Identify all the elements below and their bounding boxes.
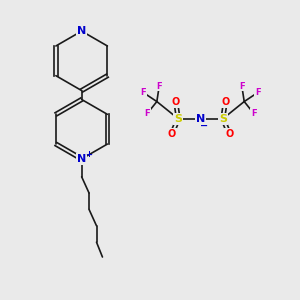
Text: N: N <box>196 114 205 124</box>
Text: S: S <box>219 114 227 124</box>
Text: F: F <box>255 88 260 97</box>
Text: +: + <box>85 150 92 159</box>
Text: F: F <box>156 82 162 91</box>
Text: F: F <box>145 109 150 118</box>
Text: O: O <box>225 129 233 139</box>
Text: N: N <box>77 154 86 164</box>
Text: F: F <box>251 109 256 118</box>
Text: O: O <box>221 98 229 107</box>
Text: −: − <box>200 121 208 131</box>
Text: F: F <box>141 88 146 97</box>
Text: S: S <box>174 114 182 124</box>
Text: O: O <box>168 129 176 139</box>
Text: F: F <box>239 82 245 91</box>
Text: O: O <box>172 98 180 107</box>
Text: N: N <box>77 26 86 36</box>
